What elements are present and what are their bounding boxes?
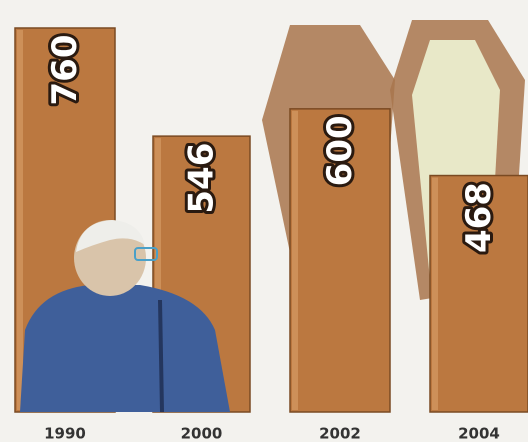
x-tick-label: 2002: [319, 425, 361, 442]
data-label: 468: [459, 182, 499, 253]
chart: 760 546 600 468 1990 2000 2002 2004: [0, 0, 528, 442]
bar-highlight: [292, 111, 298, 410]
data-label: 546: [182, 143, 222, 214]
bar-highlight: [17, 30, 23, 410]
data-label: 600: [320, 115, 360, 186]
x-tick-label: 1990: [44, 425, 86, 442]
coat-seam: [160, 300, 162, 412]
x-tick-label: 2004: [458, 425, 500, 442]
bar-highlight: [432, 178, 438, 410]
data-label: 760: [45, 35, 85, 106]
x-tick-label: 2000: [181, 425, 223, 442]
